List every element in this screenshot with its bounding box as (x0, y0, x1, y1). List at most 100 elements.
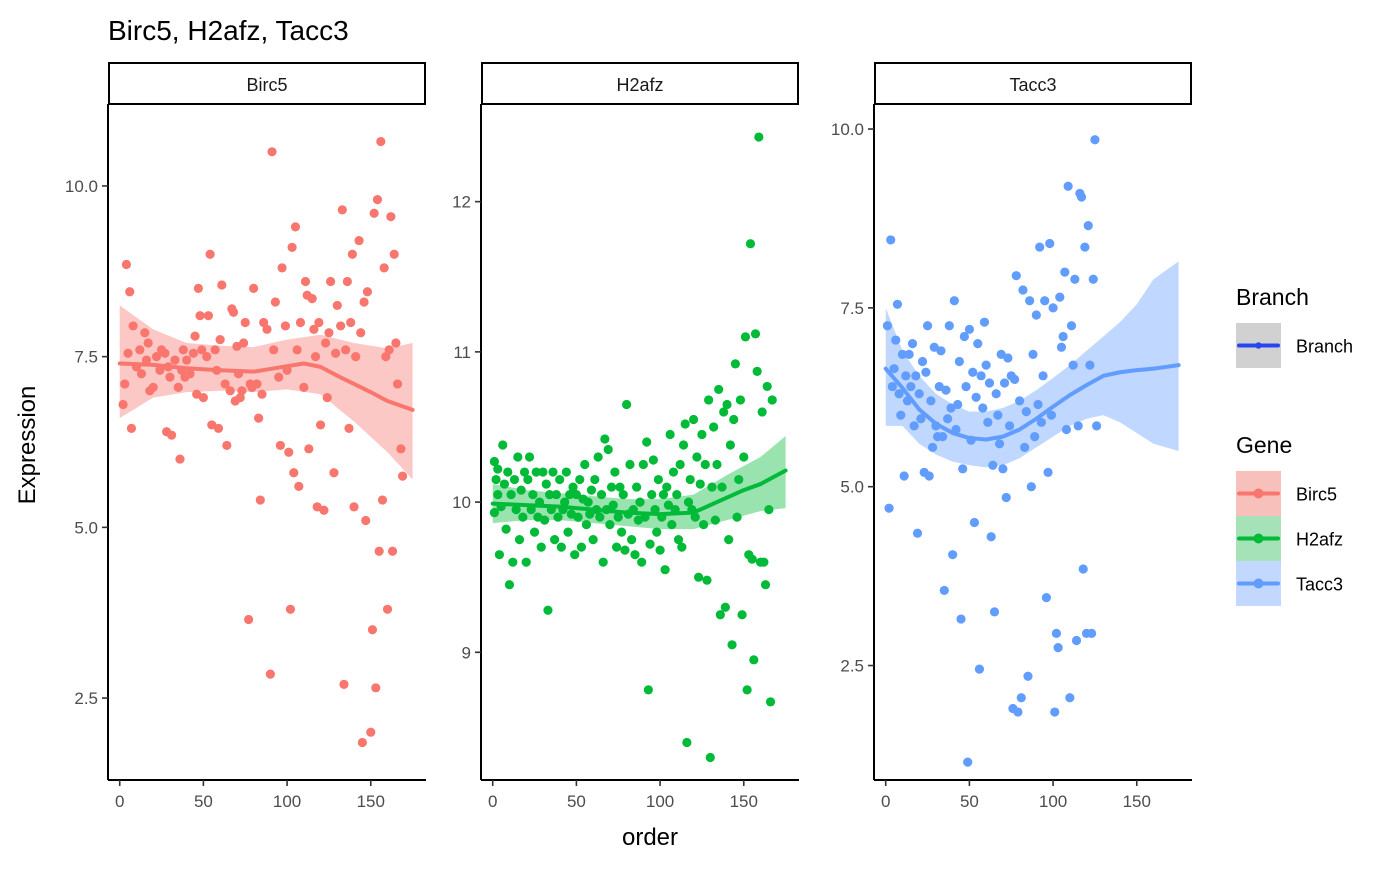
data-point (188, 348, 198, 358)
data-point (356, 328, 366, 338)
data-point (643, 685, 653, 695)
data-point (752, 366, 762, 376)
data-point (732, 512, 742, 522)
data-point (1050, 707, 1060, 717)
data-point (645, 539, 655, 549)
data-point (730, 359, 741, 369)
data-point (280, 321, 291, 331)
data-point (615, 482, 625, 492)
y-tick-label: 5.0 (840, 478, 864, 497)
data-point (586, 485, 597, 495)
data-point (135, 345, 145, 355)
data-point (178, 345, 188, 355)
data-point (658, 489, 669, 500)
data-point (1035, 242, 1045, 252)
data-point (506, 489, 516, 500)
points-group (118, 136, 408, 748)
data-point (1026, 482, 1036, 492)
data-point (683, 497, 694, 507)
data-point (1056, 342, 1067, 352)
data-point (259, 317, 269, 328)
data-point (362, 287, 373, 297)
data-point (722, 399, 732, 410)
data-point (907, 339, 918, 349)
data-point (595, 512, 605, 522)
legend-item-h2afz: H2afz (1236, 516, 1343, 561)
data-point (240, 317, 250, 328)
data-point (391, 338, 401, 348)
data-point (668, 467, 679, 477)
data-point (357, 737, 367, 748)
data-point (553, 512, 563, 522)
data-point (190, 331, 200, 341)
y-tick-label: 2.5 (840, 657, 864, 676)
data-point (988, 460, 998, 470)
data-point (1076, 192, 1087, 202)
data-point (717, 482, 727, 492)
data-point (367, 625, 378, 635)
x-tick-label: 150 (1123, 792, 1151, 811)
data-point (697, 429, 707, 440)
legend: Branch Branch Gene Birc5 H2afz Tacc3 (1236, 284, 1353, 606)
data-point (120, 379, 130, 389)
data-point (489, 508, 499, 518)
data-point (943, 414, 953, 424)
data-point (989, 607, 1000, 617)
data-point (663, 500, 674, 510)
smooth-line (117, 361, 415, 412)
data-point (342, 276, 352, 287)
data-point (155, 365, 165, 375)
data-point (516, 485, 526, 495)
data-point (685, 474, 695, 485)
data-point (999, 378, 1010, 388)
data-point (961, 381, 971, 392)
data-point (581, 520, 592, 530)
data-point (309, 324, 319, 334)
data-point (361, 515, 371, 526)
smooth-line (490, 468, 788, 517)
data-point (570, 550, 580, 560)
data-point (568, 482, 578, 492)
data-point (922, 321, 933, 331)
data-point (944, 321, 954, 331)
data-point (994, 439, 1005, 449)
data-point (927, 442, 938, 452)
panel-birc5: Birc5 2.5 5.0 7.5 10.0 0 50 100 150 (65, 62, 426, 811)
data-point (707, 482, 717, 492)
data-point (979, 317, 990, 327)
data-point (285, 604, 296, 614)
data-point (622, 399, 632, 410)
data-point (269, 345, 279, 355)
data-point (606, 482, 617, 492)
data-point (695, 479, 705, 489)
data-point (887, 381, 898, 392)
data-point (289, 468, 299, 478)
data-point (762, 381, 772, 392)
data-point (1058, 331, 1068, 342)
data-point (531, 467, 541, 477)
data-point (215, 334, 225, 345)
data-point (1083, 221, 1093, 231)
data-point (693, 572, 704, 582)
data-point (583, 497, 593, 507)
data-point (238, 338, 249, 348)
legend-key-point (1253, 578, 1264, 589)
data-point (580, 459, 590, 470)
data-point (767, 395, 777, 405)
data-point (968, 367, 978, 377)
data-point (237, 386, 247, 396)
data-point (1041, 592, 1051, 603)
data-point (270, 297, 280, 307)
data-point (1080, 242, 1090, 252)
data-point (585, 509, 595, 519)
data-point (565, 489, 575, 500)
x-tick-label: 50 (194, 792, 213, 811)
strip-box (481, 62, 799, 105)
data-point (254, 413, 264, 423)
data-point (625, 459, 635, 470)
data-point (924, 471, 934, 481)
data-point (936, 346, 946, 356)
data-point (351, 352, 361, 362)
data-point (974, 664, 985, 674)
